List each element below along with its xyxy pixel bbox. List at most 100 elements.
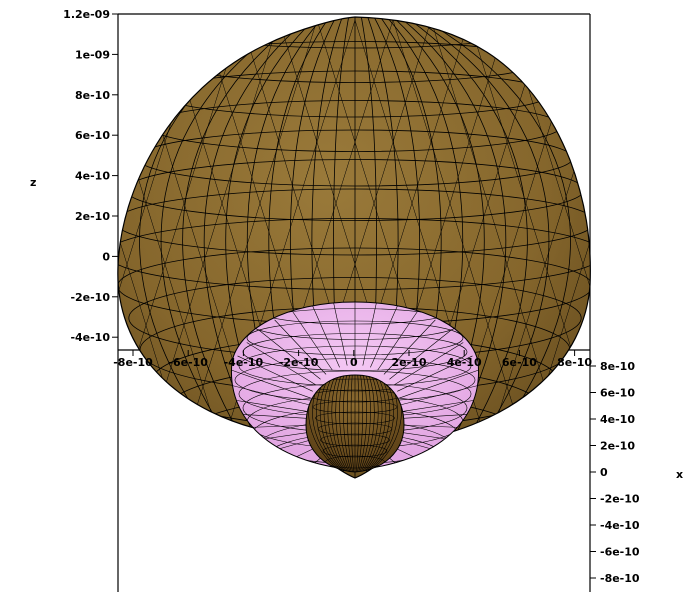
z-tick-label: 4e-10	[75, 170, 110, 183]
mesh-line	[0, 20, 39, 470]
mesh-line	[0, 20, 77, 470]
mesh-line	[320, 433, 390, 447]
y-tick-label: -2e-10	[279, 356, 319, 369]
mesh-line	[0, 20, 115, 470]
inner-core-surface	[305, 374, 405, 473]
mesh-line	[246, 424, 317, 428]
y-tick-label: 2e-10	[392, 356, 427, 369]
mesh-line	[377, 311, 418, 371]
mesh-line	[0, 20, 1, 470]
mesh-line	[480, 19, 591, 471]
mesh-line	[582, 19, 591, 471]
mesh-line	[274, 319, 327, 375]
mesh-line	[392, 19, 534, 471]
y-axis: -8e-10 -6e-10 -4e-10 -2e-10 0 2e-10 4e-10 6e-10…	[113, 350, 592, 369]
mesh-line	[399, 369, 479, 399]
mesh-line	[0, 20, 89, 470]
y-tick-label: 6e-10	[502, 356, 537, 369]
mesh-line	[363, 375, 383, 472]
z-axis-label: z	[30, 176, 36, 189]
mesh-line	[231, 369, 311, 399]
mesh-line	[259, 330, 321, 380]
mesh-line	[237, 355, 313, 392]
mesh-line	[671, 20, 683, 470]
y-tick-label: 8e-10	[557, 356, 592, 369]
mesh-line	[117, 19, 230, 471]
x-tick-label: 2e-10	[600, 440, 635, 453]
mesh-line	[312, 400, 398, 414]
mesh-line	[343, 375, 352, 472]
z-tick-label: -2e-10	[70, 291, 110, 304]
x-tick-label: -2e-10	[600, 493, 640, 506]
y-tick-label: 0	[350, 356, 358, 369]
mesh-line	[393, 424, 464, 428]
mesh-line	[176, 19, 318, 471]
mesh-line	[325, 455, 385, 469]
mesh-line	[360, 375, 375, 472]
mesh-line	[327, 375, 347, 472]
x-tick-label: 4e-10	[600, 413, 635, 426]
mesh-line	[370, 305, 399, 368]
mesh-line	[659, 20, 683, 470]
mesh-line	[359, 375, 371, 472]
z-tick-label: 0	[102, 250, 110, 263]
z-tick-label: 1.2e-09	[63, 8, 110, 21]
y-tick-label: -8e-10	[113, 356, 153, 369]
z-tick-label: 8e-10	[75, 89, 110, 102]
z-axis: 1.2e-09 1e-09 8e-10 6e-10 4e-10 2e-10 0 -2e-10 -…	[30, 8, 118, 344]
mesh-line	[160, 17, 302, 478]
mesh-line	[355, 375, 360, 472]
mesh-line	[292, 311, 333, 371]
x-tick-label: -8e-10	[600, 572, 640, 585]
x-tick-label: -4e-10	[600, 519, 640, 532]
x-tick-label: 8e-10	[600, 360, 635, 373]
mesh-line	[339, 375, 351, 472]
mesh-line	[408, 17, 550, 478]
mesh-line	[322, 444, 388, 458]
mesh-line	[399, 384, 479, 406]
mesh-line	[311, 305, 340, 368]
mesh-line	[182, 17, 308, 478]
mesh-line	[402, 17, 528, 478]
x-tick-label: 6e-10	[600, 387, 635, 400]
y-tick-label: 4e-10	[447, 356, 482, 369]
mesh-line	[231, 399, 311, 413]
mesh-line	[397, 413, 473, 419]
x-axis-label: x	[676, 468, 683, 481]
mesh-line	[315, 411, 395, 425]
mesh-line	[621, 20, 683, 470]
mesh-line	[595, 20, 683, 470]
mesh-line	[346, 375, 353, 472]
mesh-line	[350, 375, 355, 472]
mesh-line	[397, 355, 473, 392]
mesh-line	[246, 342, 317, 386]
mesh-line	[633, 20, 683, 470]
mesh-line	[333, 302, 348, 366]
z-tick-label: -4e-10	[70, 331, 110, 344]
mesh-line	[361, 375, 379, 472]
mesh-line	[393, 342, 464, 386]
mesh-line	[335, 375, 350, 472]
y-tick-label: -6e-10	[168, 356, 208, 369]
mesh-line	[117, 19, 128, 471]
mesh-line	[357, 375, 364, 472]
mesh-line	[237, 413, 313, 419]
mesh-line	[317, 422, 393, 436]
z-tick-label: 2e-10	[75, 210, 110, 223]
mesh-line	[399, 399, 479, 413]
z-tick-label: 1e-09	[75, 48, 110, 61]
z-tick-label: 6e-10	[75, 129, 110, 142]
x-axis: 8e-10 6e-10 4e-10 2e-10 0 -2e-10 -4e-10 -6e-10 -…	[590, 360, 683, 585]
mesh-line	[383, 319, 436, 375]
mesh-line	[231, 384, 311, 406]
y-tick-label: -4e-10	[224, 356, 264, 369]
mesh-line	[0, 20, 13, 470]
mesh-line	[389, 330, 451, 380]
x-tick-label: -6e-10	[600, 546, 640, 559]
mesh-line	[358, 375, 367, 472]
mesh-line	[331, 375, 349, 472]
mesh-line	[506, 19, 591, 471]
mesh-line	[0, 20, 51, 470]
mesh-line	[362, 302, 377, 366]
